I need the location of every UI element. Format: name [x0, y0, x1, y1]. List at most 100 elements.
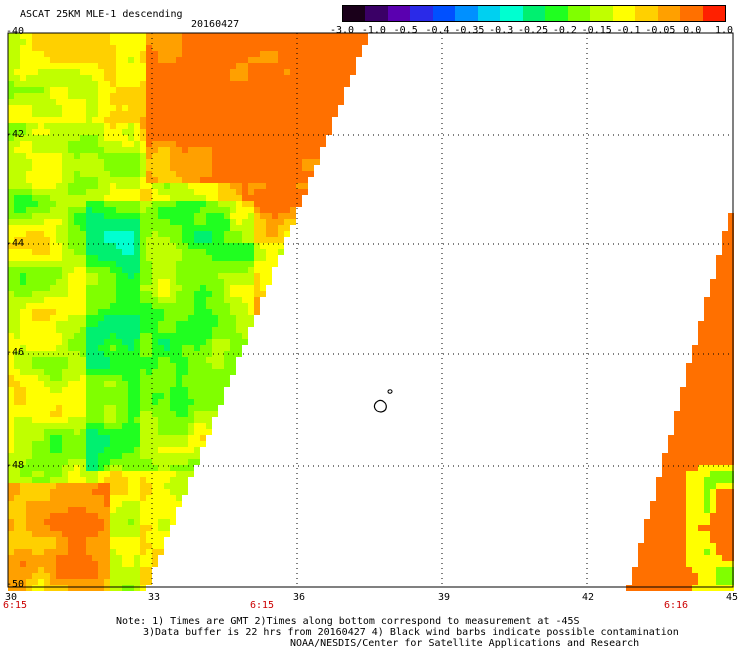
- swath-cell: [296, 51, 302, 57]
- swath-cell: [152, 219, 158, 225]
- swath-cell: [272, 39, 278, 45]
- lat-label: -40: [6, 26, 25, 37]
- swath-cell: [62, 495, 68, 501]
- swath-cell: [140, 549, 146, 555]
- swath-cell: [290, 123, 296, 129]
- swath-cell: [68, 471, 74, 477]
- swath-cell: [134, 453, 140, 459]
- swath-cell: [716, 531, 722, 537]
- swath-cell: [230, 285, 236, 291]
- swath-cell: [104, 237, 110, 243]
- swath-cell: [14, 141, 20, 147]
- colorbar-tick-label: -0.05: [645, 25, 676, 36]
- swath-cell: [14, 255, 20, 261]
- swath-cell: [218, 117, 224, 123]
- swath-cell: [158, 225, 164, 231]
- swath-cell: [206, 243, 212, 249]
- swath-cell: [152, 189, 158, 195]
- swath-cell: [80, 231, 86, 237]
- swath-cell: [14, 333, 20, 339]
- swath-cell: [86, 111, 92, 117]
- swath-cell: [158, 477, 164, 483]
- swath-cell: [50, 585, 56, 591]
- swath-cell: [86, 135, 92, 141]
- swath-cell: [242, 279, 248, 285]
- swath-cell: [206, 261, 212, 267]
- swath-cell: [92, 219, 98, 225]
- swath-cell: [56, 531, 62, 537]
- swath-cell: [140, 165, 146, 171]
- swath-cell: [194, 363, 200, 369]
- swath-cell: [14, 63, 20, 69]
- swath-cell: [704, 405, 710, 411]
- swath-cell: [20, 123, 26, 129]
- swath-cell: [56, 555, 62, 561]
- swath-cell: [704, 435, 710, 441]
- colorbar-swatch: [657, 6, 681, 21]
- swath-cell: [716, 441, 722, 447]
- swath-cell: [182, 477, 188, 483]
- swath-cell: [644, 525, 650, 531]
- swath-cell: [50, 87, 56, 93]
- swath-cell: [158, 189, 164, 195]
- swath-cell: [254, 159, 260, 165]
- swath-cell: [140, 393, 146, 399]
- swath-cell: [242, 123, 248, 129]
- swath-cell: [686, 465, 692, 471]
- swath-cell: [308, 87, 314, 93]
- swath-cell: [152, 555, 158, 561]
- swath-cell: [32, 285, 38, 291]
- swath-cell: [680, 453, 686, 459]
- swath-cell: [218, 255, 224, 261]
- swath-cell: [122, 309, 128, 315]
- swath-cell: [248, 87, 254, 93]
- swath-cell: [62, 333, 68, 339]
- swath-cell: [224, 309, 230, 315]
- swath-cell: [236, 315, 242, 321]
- swath-cell: [62, 393, 68, 399]
- swath-cell: [152, 435, 158, 441]
- swath-cell: [8, 177, 14, 183]
- swath-cell: [38, 219, 44, 225]
- swath-cell: [218, 189, 224, 195]
- swath-cell: [302, 81, 308, 87]
- swath-cell: [326, 87, 332, 93]
- swath-cell: [92, 459, 98, 465]
- swath-cell: [728, 363, 734, 369]
- swath-cell: [20, 117, 26, 123]
- swath-cell: [254, 279, 260, 285]
- swath-cell: [230, 189, 236, 195]
- swath-cell: [74, 579, 80, 585]
- swath-cell: [122, 261, 128, 267]
- swath-cell: [86, 567, 92, 573]
- swath-cell: [68, 363, 74, 369]
- swath-cell: [182, 285, 188, 291]
- colorbar-swatch: [410, 6, 433, 21]
- swath-cell: [188, 75, 194, 81]
- swath-cell: [236, 309, 242, 315]
- swath-cell: [128, 561, 134, 567]
- swath-cell: [188, 135, 194, 141]
- swath-cell: [122, 441, 128, 447]
- swath-cell: [74, 123, 80, 129]
- swath-cell: [728, 417, 734, 423]
- swath-cell: [62, 537, 68, 543]
- swath-cell: [62, 405, 68, 411]
- swath-cell: [296, 123, 302, 129]
- swath-cell: [158, 315, 164, 321]
- swath-cell: [92, 579, 98, 585]
- swath-cell: [92, 507, 98, 513]
- swath-cell: [212, 387, 218, 393]
- swath-cell: [164, 357, 170, 363]
- swath-cell: [272, 249, 278, 255]
- swath-cell: [728, 315, 734, 321]
- lat-label: -44: [6, 238, 25, 249]
- swath-cell: [242, 33, 248, 39]
- swath-cell: [146, 315, 152, 321]
- swath-cell: [44, 405, 50, 411]
- swath-cell: [206, 327, 212, 333]
- swath-cell: [686, 477, 692, 483]
- swath-cell: [122, 405, 128, 411]
- swath-cell: [266, 213, 272, 219]
- swath-cell: [38, 105, 44, 111]
